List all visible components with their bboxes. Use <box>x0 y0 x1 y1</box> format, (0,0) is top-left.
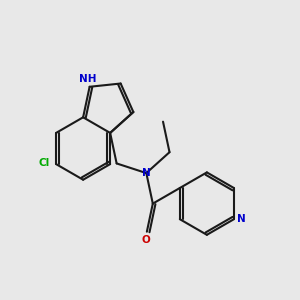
Text: Cl: Cl <box>38 158 50 168</box>
Text: N: N <box>142 168 151 178</box>
Text: N: N <box>238 214 246 224</box>
Text: O: O <box>141 235 150 245</box>
Text: NH: NH <box>80 74 97 84</box>
